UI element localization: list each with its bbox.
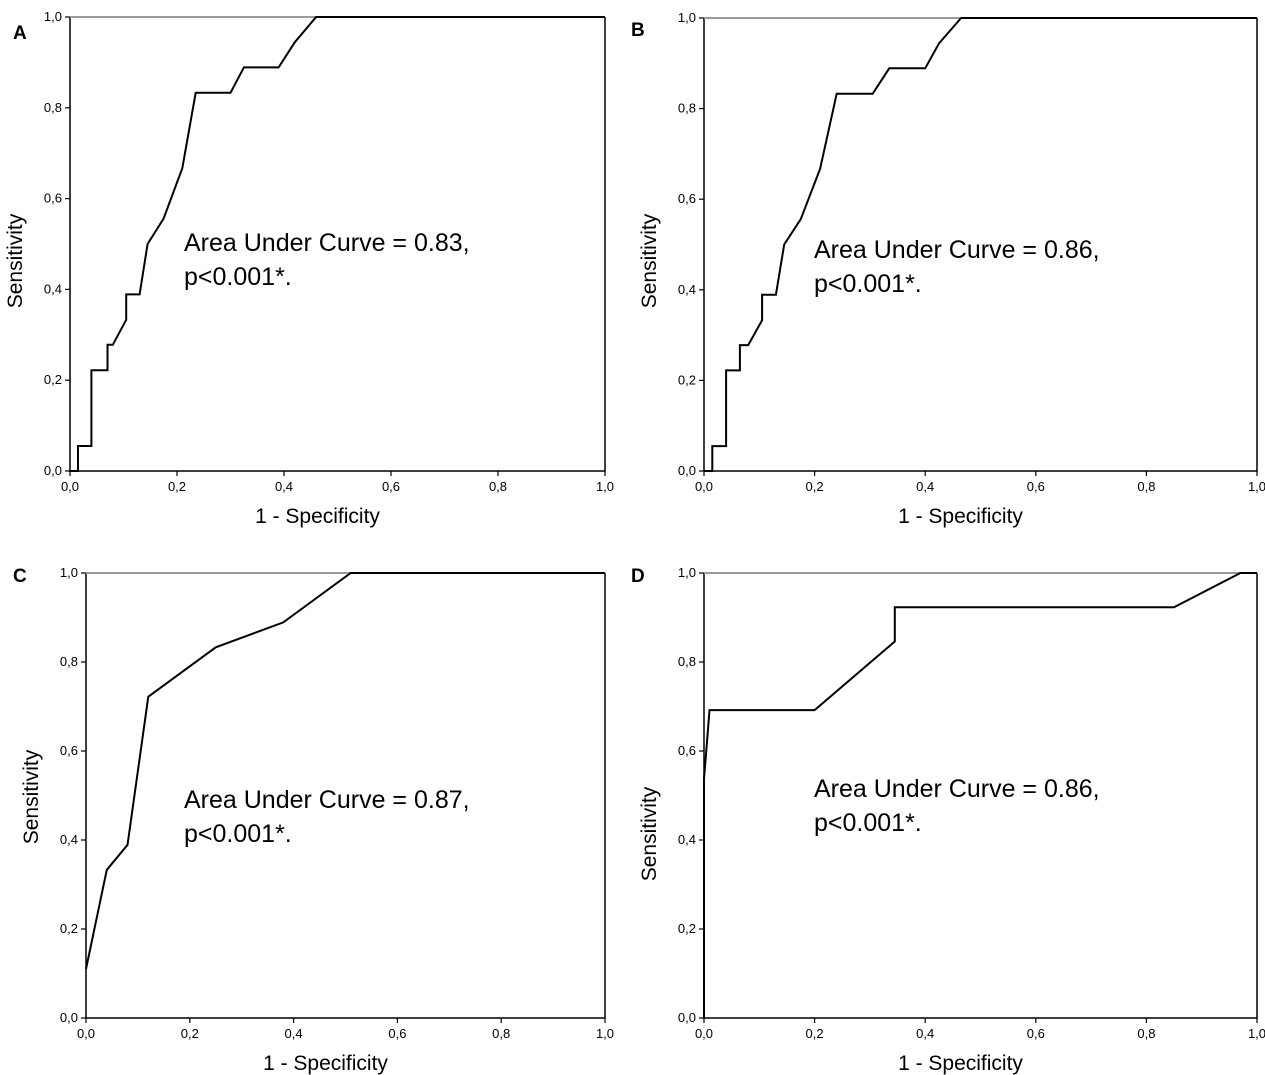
x-tick-label: 1,0: [1248, 1026, 1265, 1041]
y-tick-label: 0,2: [60, 921, 78, 936]
x-tick-label: 0,8: [489, 479, 507, 494]
y-tick-label: 0,6: [678, 191, 696, 206]
y-tick-label: 0,4: [678, 282, 696, 297]
y-tick-label: 0,2: [678, 372, 696, 387]
y-axis-title: Sensitivity: [638, 213, 661, 308]
y-tick-label: 0,4: [678, 832, 696, 847]
x-tick-label: 0,2: [806, 479, 824, 494]
y-tick-label: 0,0: [678, 463, 696, 478]
x-tick-label: 0,4: [275, 479, 293, 494]
x-tick-label: 1,0: [1248, 479, 1265, 494]
panel-letter: A: [13, 23, 27, 44]
x-tick-label: 0,0: [695, 479, 713, 494]
y-tick-label: 0,0: [678, 1010, 696, 1025]
x-tick-label: 0,4: [916, 479, 934, 494]
x-tick-label: 0,2: [806, 1026, 824, 1041]
x-tick-label: 0,6: [1027, 479, 1045, 494]
y-tick-label: 0,8: [678, 654, 696, 669]
panel-letter: C: [13, 566, 27, 587]
y-tick-label: 0,6: [678, 743, 696, 758]
y-axis-title: Sensitivity: [4, 213, 27, 308]
p-value-text: p<0.001*.: [814, 270, 922, 298]
x-tick-label: 0,0: [77, 1026, 95, 1041]
y-tick-label: 1,0: [678, 565, 696, 580]
y-tick-label: 1,0: [44, 9, 62, 24]
x-axis-title: 1 - Specificity: [263, 1052, 388, 1075]
auc-annotation: Area Under Curve = 0.83, p<0.001*.: [184, 229, 470, 291]
y-tick-label: 0,8: [678, 101, 696, 116]
y-tick-label: 0,8: [44, 100, 62, 115]
y-tick-label: 0,2: [678, 921, 696, 936]
panel-letter: D: [631, 566, 645, 587]
auc-value-text: Area Under Curve = 0.87,: [184, 786, 470, 814]
roc-curve-line: [85, 572, 605, 970]
y-tick-label: 0,8: [60, 654, 78, 669]
y-tick-label: 0,0: [60, 1010, 78, 1025]
x-axis-title: 1 - Specificity: [255, 505, 380, 528]
x-tick-label: 1,0: [596, 1026, 614, 1041]
y-axis-title: Sensitivity: [638, 786, 661, 881]
roc-panel-c: C 0,0 0,2 0,4 0,6 0,8 1,0 0,0 0,2 0,4 0,6 0,8 1,0 1 -…: [13, 565, 614, 1075]
y-tick-label: 0,4: [60, 832, 78, 847]
x-tick-label: 0,2: [181, 1026, 199, 1041]
roc-curve-line: [704, 17, 1257, 472]
auc-annotation: Area Under Curve = 0.87, p<0.001*.: [184, 786, 470, 848]
x-tick-label: 0,6: [382, 479, 400, 494]
x-tick-label: 0,2: [168, 479, 186, 494]
roc-curve-line: [70, 16, 605, 472]
roc-curve-line: [703, 572, 1257, 1018]
x-tick-label: 0,6: [388, 1026, 406, 1041]
x-tick-label: 0,0: [695, 1026, 713, 1041]
y-tick-label: 1,0: [678, 10, 696, 25]
auc-annotation: Area Under Curve = 0.86, p<0.001*.: [814, 775, 1100, 837]
x-tick-label: 0,8: [1137, 1026, 1155, 1041]
y-tick-label: 0,2: [44, 372, 62, 387]
y-tick-label: 0,0: [44, 463, 62, 478]
plot-frame: [703, 18, 1258, 472]
x-axis-title: 1 - Specificity: [898, 505, 1023, 528]
y-tick-label: 0,6: [60, 743, 78, 758]
x-tick-label: 0,6: [1027, 1026, 1045, 1041]
panel-letter: B: [631, 20, 645, 41]
x-tick-label: 0,8: [1137, 479, 1155, 494]
x-tick-label: 1,0: [596, 479, 614, 494]
x-tick-label: 0,0: [61, 479, 79, 494]
roc-panel-d: D 0,0 0,2 0,4 0,6 0,8 1,0 0,0 0,2 0,4 0,6 0,8 1,0 1 -…: [631, 565, 1265, 1075]
roc-panel-a: A 0,0 0,2 0,4 0,6 0,8 1,0 0,0 0,2 0,4 0,6 0,8 1,0 1 -…: [4, 9, 614, 528]
y-tick-label: 0,4: [44, 281, 62, 296]
x-axis-title: 1 - Specificity: [898, 1052, 1023, 1075]
p-value-text: p<0.001*.: [814, 809, 922, 837]
x-tick-label: 0,4: [916, 1026, 934, 1041]
plot-frame: [69, 17, 606, 472]
auc-value-text: Area Under Curve = 0.86,: [814, 775, 1100, 803]
x-tick-label: 0,4: [285, 1026, 303, 1041]
auc-value-text: Area Under Curve = 0.86,: [814, 236, 1100, 264]
y-tick-label: 1,0: [60, 565, 78, 580]
x-tick-label: 0,8: [492, 1026, 510, 1041]
roc-panel-b: B 0,0 0,2 0,4 0,6 0,8 1,0 0,0 0,2 0,4 0,6 0,8 1,0 1 -…: [631, 10, 1265, 528]
auc-value-text: Area Under Curve = 0.83,: [184, 229, 470, 257]
plot-frame: [85, 573, 606, 1019]
auc-annotation: Area Under Curve = 0.86, p<0.001*.: [814, 236, 1100, 298]
p-value-text: p<0.001*.: [184, 263, 292, 291]
y-axis-title: Sensitivity: [20, 749, 43, 844]
y-tick-label: 0,6: [44, 191, 62, 206]
p-value-text: p<0.001*.: [184, 820, 292, 848]
